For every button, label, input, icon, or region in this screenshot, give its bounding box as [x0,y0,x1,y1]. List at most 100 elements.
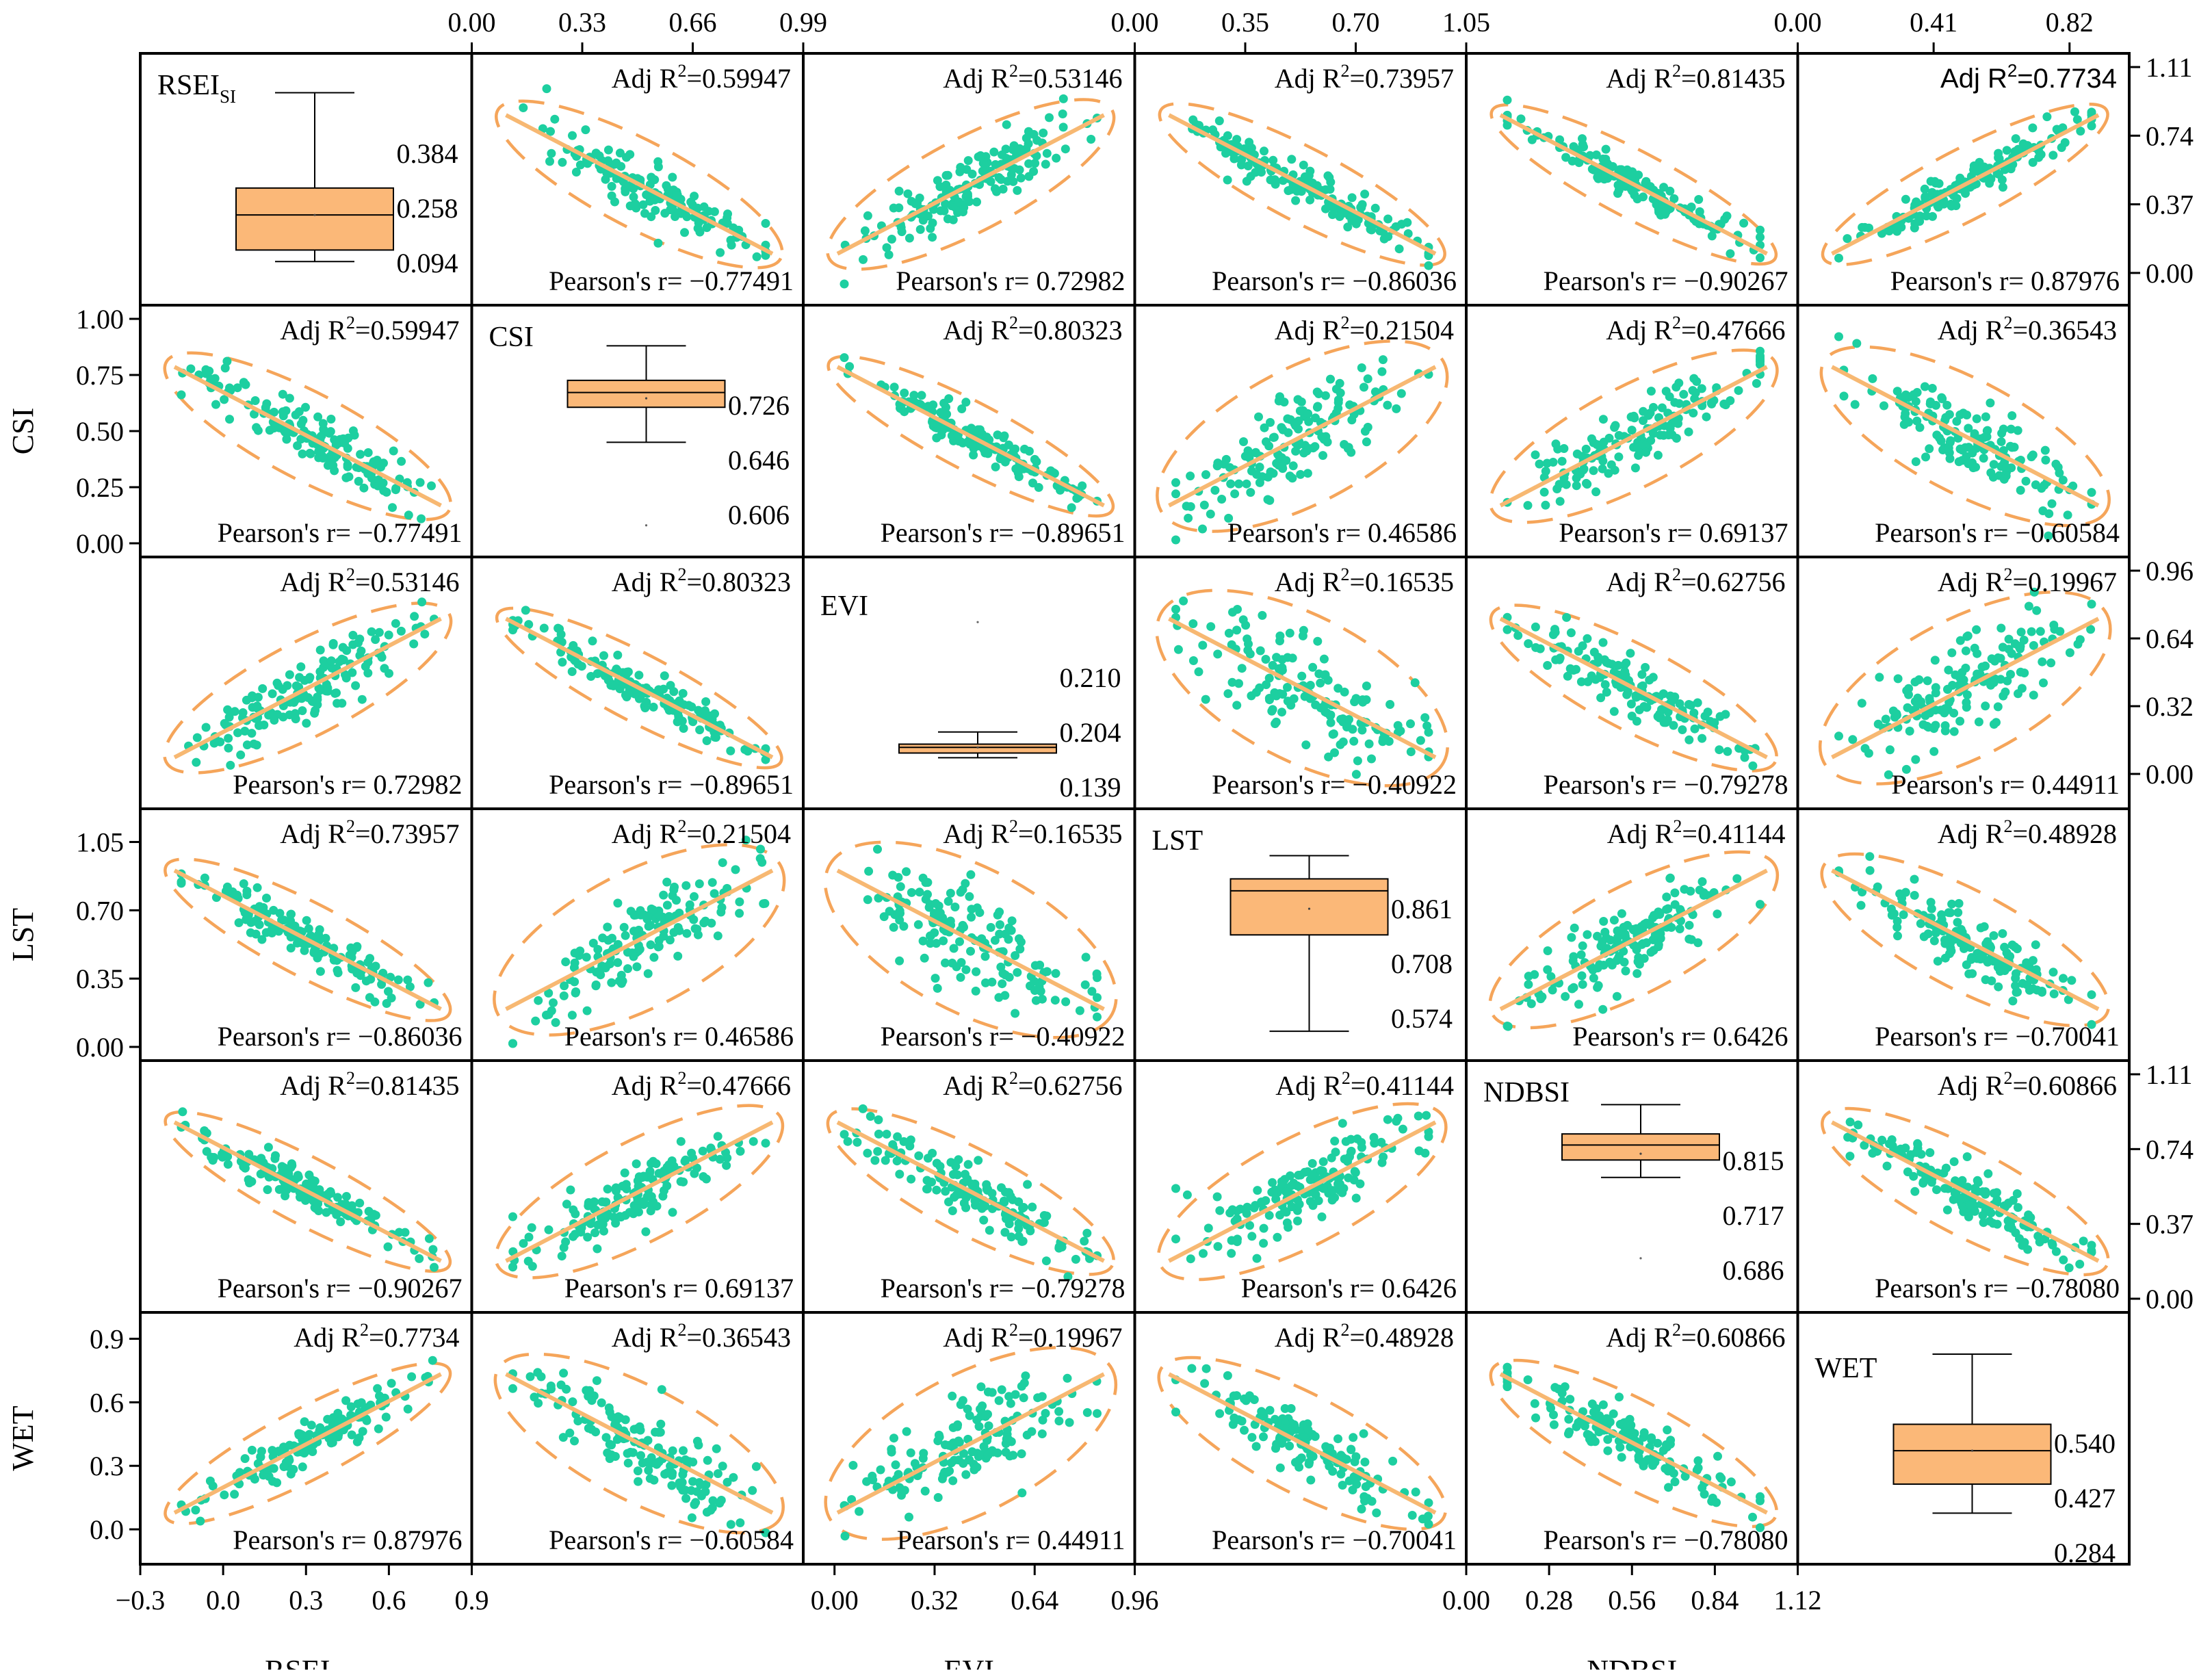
scatter-point [1937,393,1946,402]
adj-r2-prefix: Adj R [280,1070,346,1101]
scatter-point [242,916,250,924]
scatter-point [1318,451,1327,460]
scatter-point [963,190,972,198]
scatter-point [1035,961,1044,970]
adj-r2-superscript: 2 [1009,313,1018,333]
scatter-point [1226,480,1235,489]
regression-fit-line [837,1374,1104,1513]
scatter-point [1349,737,1358,746]
scatter-point [1874,720,1883,729]
scatter-point [1990,657,1999,666]
scatter-point [295,673,304,682]
adj-r2-superscript: 2 [677,1068,686,1088]
pearson-r-label: Pearson's r= −0.90267 [1544,265,1788,296]
scatter-point [1944,443,1953,452]
scatter-point [1925,1148,1934,1157]
adj-r2-superscript: 2 [1009,61,1018,81]
diagonal-variable-name: LST [1152,825,1203,857]
scatter-point [1076,1007,1084,1015]
scatter-point [995,907,1004,916]
scatter-point [1003,177,1012,185]
scatter-point [681,1494,690,1503]
scatter-point [1015,472,1024,481]
scatter-point [1198,641,1207,650]
scatter-point [914,1152,923,1160]
pearson-r-label: Pearson's r= −0.78080 [1544,1525,1788,1555]
scatter-point [1303,1425,1312,1434]
scatter-point [1531,1399,1539,1408]
scatter-point [211,400,220,409]
scatter-point [934,1493,943,1502]
scatter-point [1993,1220,2002,1229]
scatter-point [1357,726,1366,735]
adj-r2-superscript: 2 [2003,565,2012,584]
boxplot-value-label: 0.726 [728,390,790,421]
scatter-point [409,640,418,649]
scatter-point [387,1379,396,1388]
scatter-point [1853,1121,1862,1130]
scatter-point [944,1468,952,1477]
scatter-points [1503,874,1765,1031]
scatter-point [566,1186,575,1195]
scatter-point [613,651,622,660]
scatter-point [762,1139,770,1147]
scatter-point [531,1017,540,1026]
scatter-point [2087,990,2096,999]
scatter-point [2015,1234,2024,1243]
scatter-point [1665,392,1674,401]
boxplot-value-label: 0.708 [1391,948,1453,979]
regression-fit-line [837,115,1104,254]
scatter-point [248,1446,257,1455]
pearson-r-value: 0.72982 [374,769,463,800]
scatter-point [1252,1442,1261,1451]
scatter-points [1171,355,1433,544]
scatter-point [1583,930,1591,939]
scatter-point [1023,1431,1032,1440]
scatter-point [1963,1152,1972,1161]
scatter-point [1007,1437,1016,1446]
scatter-point [568,131,577,140]
adj-r2-superscript: 2 [1009,1068,1018,1088]
scatter-points [508,1132,770,1271]
adj-r2-label: Adj R2=0.36543 [612,1320,791,1353]
scatter-point [965,1411,974,1420]
scatter-point [1035,983,1044,991]
adj-r2-prefix: Adj R [280,315,346,346]
scatter-point [200,1126,209,1135]
scatter-point [616,1212,625,1221]
pearson-r-label: Pearson's r= 0.6426 [1241,1273,1457,1304]
scatter-point [293,441,302,450]
scatter-point [1910,1187,1919,1196]
scatter-point [844,1137,853,1146]
scatter-point [1602,145,1611,154]
scatter-point [508,1384,517,1393]
scatter-point [621,187,629,196]
boxplot-value-label: 0.646 [728,445,790,476]
scatter-point [1654,451,1663,460]
scatter-point [1174,645,1183,654]
scatter-point [1921,382,1929,391]
scatter-point [1543,965,1552,974]
scatter-point [1186,1254,1195,1263]
scatter-point [1756,352,1765,361]
scatter-point [2075,1260,2084,1269]
scatter-point [885,907,894,916]
scatter-point [950,903,959,911]
scatter-point [1244,640,1253,649]
scatter-point [1377,1138,1385,1147]
scatter-point [2017,627,2026,636]
scatter-point [591,1427,600,1436]
adj-r2-prefix: Adj R [612,63,678,94]
scatter-point [1713,909,1721,918]
scatter-point [1676,699,1684,708]
scatter-point [1626,1421,1635,1429]
scatter-point [1741,753,1749,762]
scatter-point [893,1132,902,1141]
scatter-point [653,239,662,248]
scatter-point [1308,1159,1317,1168]
diagonal-variable-name: RSEI [157,70,220,101]
